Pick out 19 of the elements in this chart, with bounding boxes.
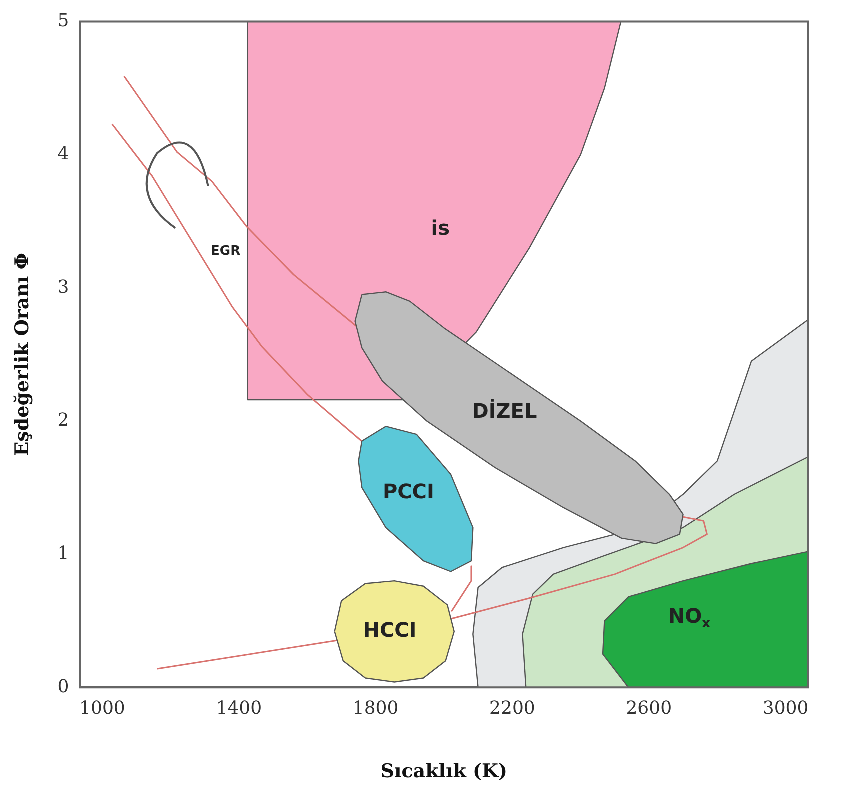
y-axis-title: Eşdeğerlik Oranı Φ xyxy=(11,253,34,456)
x-tick-label: 1800 xyxy=(352,698,399,720)
series-label: HCCI xyxy=(363,618,417,642)
y-tick-label: 1 xyxy=(58,543,70,564)
y-tick-label: 5 xyxy=(58,10,70,32)
series-label: PCCI xyxy=(382,479,434,504)
x-tick-label: 1000 xyxy=(80,698,126,720)
x-tick-label: 2200 xyxy=(490,698,536,720)
x-tick-label: 2600 xyxy=(626,698,672,720)
y-tick-label: 0 xyxy=(58,676,70,698)
series-label: is xyxy=(431,216,450,240)
series-label: DİZEL xyxy=(472,398,538,423)
annotation: EGR xyxy=(211,244,241,259)
x-tick-label: 3000 xyxy=(762,698,809,720)
y-tick-label: 3 xyxy=(58,276,70,298)
y-tick-label: 2 xyxy=(58,410,70,431)
y-tick-label: 4 xyxy=(58,144,70,165)
x-axis-title: Sıcaklık (K) xyxy=(380,760,508,783)
x-tick-label: 1400 xyxy=(216,698,262,720)
